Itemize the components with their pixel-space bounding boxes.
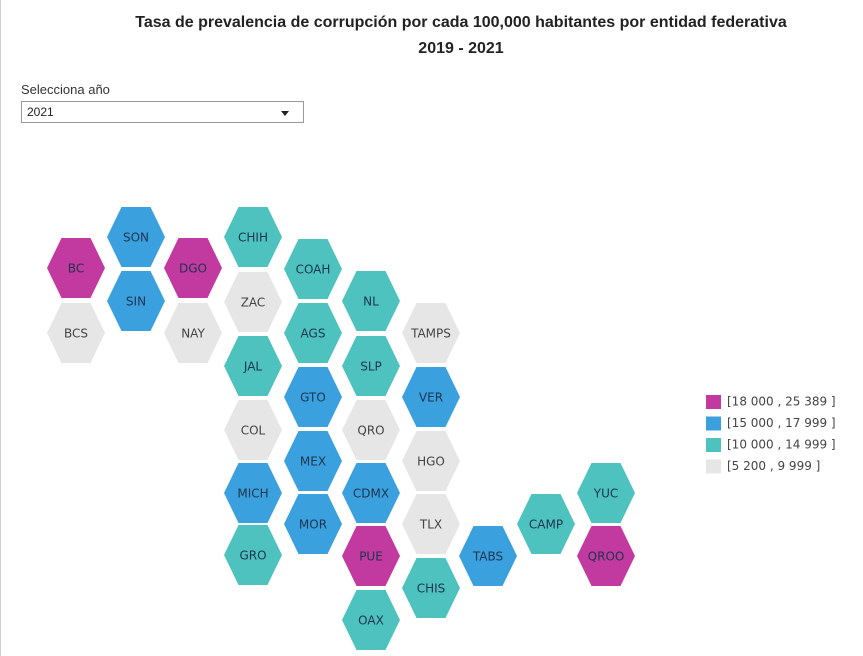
- state-label: SON: [123, 231, 149, 245]
- state-hex[interactable]: [402, 558, 460, 618]
- state-label: SIN: [126, 295, 146, 309]
- state-hex[interactable]: [342, 463, 400, 523]
- state-hex[interactable]: [342, 590, 400, 650]
- state-label: CHIS: [417, 582, 446, 596]
- state-hex[interactable]: [284, 494, 342, 554]
- title: Tasa de prevalencia de corrupción por ca…: [135, 14, 787, 31]
- state-label: YUC: [593, 487, 619, 501]
- state-label: ZAC: [241, 296, 266, 310]
- state-hex[interactable]: [224, 207, 282, 267]
- state-label: GTO: [300, 391, 326, 405]
- state-hex[interactable]: [284, 239, 342, 299]
- state-hex[interactable]: [402, 494, 460, 554]
- state-label: BC: [68, 262, 84, 276]
- state-hex[interactable]: [107, 271, 165, 331]
- state-hex[interactable]: [284, 431, 342, 491]
- state-label: VER: [419, 391, 443, 405]
- state-hex[interactable]: [402, 431, 460, 491]
- state-hex[interactable]: [459, 526, 517, 586]
- state-label: BCS: [64, 327, 88, 341]
- state-hex[interactable]: [517, 494, 575, 554]
- state-label: NL: [363, 295, 379, 309]
- legend-swatch: [706, 438, 721, 452]
- state-label: MEX: [300, 455, 326, 469]
- state-label: PUE: [359, 550, 383, 564]
- subtitle: 2019 - 2021: [418, 40, 504, 57]
- state-label: CDMX: [353, 487, 389, 501]
- legend-swatch: [706, 416, 721, 431]
- state-label: SLP: [360, 360, 382, 374]
- state-hex[interactable]: [164, 238, 222, 298]
- state-label: HGO: [417, 455, 445, 469]
- state-label: TLX: [419, 518, 442, 532]
- state-hex[interactable]: [342, 271, 400, 331]
- state-hex[interactable]: [224, 525, 282, 585]
- state-hex[interactable]: [402, 303, 460, 363]
- state-label: QROO: [588, 550, 625, 564]
- state-label: TABS: [472, 550, 503, 564]
- state-hex[interactable]: [402, 367, 460, 427]
- legend-swatch: [706, 395, 721, 409]
- filter-label: Selecciona año: [21, 82, 110, 97]
- state-hex[interactable]: [107, 207, 165, 267]
- state-hex[interactable]: [342, 400, 400, 460]
- state-label: CAMP: [529, 518, 563, 532]
- state-hex[interactable]: [284, 303, 342, 363]
- legend-label: [5 200 , 9 999 ]: [727, 459, 820, 473]
- legend-label: [10 000 , 14 999 ]: [727, 438, 836, 452]
- state-label: JAL: [243, 360, 263, 374]
- legend-swatch: [706, 459, 721, 474]
- state-label: QRO: [357, 424, 384, 438]
- state-hex[interactable]: [284, 367, 342, 427]
- state-hex[interactable]: [47, 303, 105, 363]
- legend-label: [18 000 , 25 389 ]: [727, 395, 836, 409]
- state-label: CHIH: [238, 231, 268, 245]
- state-label: COL: [241, 424, 266, 438]
- state-label: DGO: [179, 262, 207, 276]
- selected-year: 2021: [27, 105, 54, 119]
- state-hex[interactable]: [224, 336, 282, 396]
- year-select[interactable]: 2021: [21, 101, 304, 123]
- state-hex[interactable]: [342, 336, 400, 396]
- state-hex[interactable]: [577, 526, 635, 586]
- state-label: GRO: [239, 549, 266, 563]
- state-label: MOR: [299, 518, 327, 532]
- state-hex[interactable]: [224, 463, 282, 523]
- state-label: NAY: [181, 327, 205, 341]
- state-label: COAH: [296, 263, 331, 277]
- state-label: TAMPS: [410, 327, 451, 341]
- state-hex[interactable]: [224, 272, 282, 332]
- dropdown-arrow: [281, 111, 289, 116]
- state-label: MICH: [237, 487, 268, 501]
- legend-label: [15 000 , 17 999 ]: [727, 416, 836, 430]
- state-label: OAX: [358, 614, 384, 628]
- state-label: AGS: [301, 327, 326, 341]
- state-hex[interactable]: [342, 526, 400, 586]
- state-hex[interactable]: [224, 400, 282, 460]
- state-hex[interactable]: [164, 303, 222, 363]
- state-hex[interactable]: [577, 463, 635, 523]
- state-hex[interactable]: [47, 238, 105, 298]
